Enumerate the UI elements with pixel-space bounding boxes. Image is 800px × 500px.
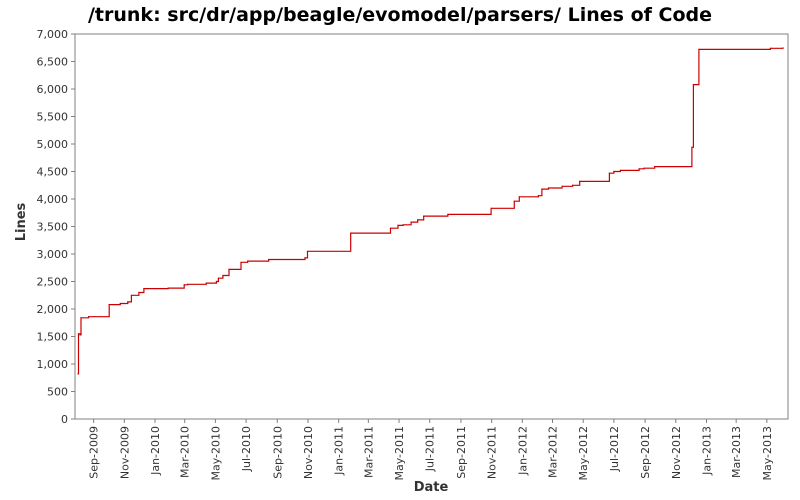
data-point [547,187,550,189]
data-point [490,207,492,209]
data-point [183,284,185,286]
data-point [247,260,249,262]
data-point [643,167,645,169]
data-point [127,301,129,303]
series-layer [77,47,784,375]
data-point [698,48,700,51]
data-point [654,166,656,168]
data-point [417,219,419,221]
data-point [130,294,132,296]
data-point [205,282,207,284]
data-point [423,215,425,217]
x-tick-label: Sep-2011 [455,426,468,479]
series-line [77,47,784,375]
plot-area [74,33,789,420]
data-point [167,287,169,289]
data-point [119,302,121,305]
data-point [240,261,242,263]
data-point [619,169,622,171]
x-tick-label: Jan-2010 [149,426,162,476]
y-tick-label: 4,500 [37,166,69,179]
x-tick-label: May-2010 [209,426,222,481]
y-tick-label: 3,500 [37,221,69,234]
y-tick-label: 7,000 [37,28,69,41]
y-tick-label: 5,000 [37,138,69,151]
y-axis: 0 500 1,000 1,500 2,000 2,500 3,000 3,500 4,000 4… [37,28,75,426]
data-point [80,317,82,319]
data-point [397,224,399,226]
x-tick-label: May-2011 [393,426,406,481]
data-point [541,188,543,190]
data-point [608,172,611,174]
x-tick-label: Nov-2009 [118,426,131,479]
x-tick-label: Nov-2012 [670,426,683,479]
data-point [306,250,309,252]
x-axis-title: Date [414,480,449,495]
data-point [518,196,520,198]
y-tick-label: 500 [47,386,68,399]
data-point [447,213,449,215]
data-point [579,180,581,182]
data-point [638,168,640,170]
data-point [513,200,515,202]
x-tick-label: Jul-2010 [240,426,253,472]
data-point [537,195,540,197]
data-point [108,304,110,306]
y-tick-label: 6,000 [37,83,69,96]
x-tick-label: Jul-2011 [424,426,437,472]
x-tick-label: Nov-2010 [302,426,315,479]
data-point [402,224,404,226]
data-point [138,291,140,294]
data-point [143,288,145,290]
data-point [228,268,230,270]
data-point [79,334,81,336]
x-tick-label: May-2013 [761,426,774,481]
x-tick-label: Sep-2009 [88,426,101,479]
x-tick-label: Mar-2011 [362,426,375,478]
x-tick-label: May-2012 [577,426,590,481]
y-tick-label: 0 [61,413,68,426]
x-tick-label: Sep-2010 [271,426,284,479]
x-tick-label: Jan-2013 [700,426,713,476]
y-tick-label: 1,500 [37,331,69,344]
y-tick-label: 2,000 [37,303,69,316]
data-point [187,283,189,285]
data-point [217,277,219,279]
x-axis: Sep-2009 Nov-2009 Jan-2010 Mar-2010 May-2010… [88,419,774,481]
chart-title: /trunk: src/dr/app/beagle/evomodel/parse… [87,4,712,26]
y-axis-title: Lines [14,202,29,241]
x-tick-label: Nov-2011 [486,426,499,479]
y-tick-label: 4,000 [37,193,69,206]
x-tick-label: Mar-2012 [547,426,560,478]
data-point [692,84,695,86]
data-point [613,170,615,173]
data-point [222,274,224,277]
y-tick-label: 2,500 [37,276,69,289]
x-tick-label: Jan-2012 [516,426,529,476]
y-tick-label: 1,000 [37,358,69,371]
data-point [77,333,80,335]
data-point [215,280,217,283]
data-point [410,221,412,223]
x-tick-label: Mar-2010 [179,426,192,478]
data-point [561,185,563,187]
y-tick-label: 6,500 [37,56,69,69]
data-point [350,232,352,234]
y-tick-label: 3,000 [37,248,69,261]
data-point [389,227,392,229]
data-point [88,316,90,318]
data-point [782,47,784,49]
x-tick-label: Jan-2011 [333,426,346,476]
x-tick-label: Mar-2013 [730,426,743,478]
data-point [77,373,79,375]
y-tick-label: 5,500 [37,111,69,124]
data-point [268,258,270,261]
x-tick-label: Sep-2012 [639,426,652,479]
data-point [769,47,772,49]
data-point [691,146,693,148]
x-tick-label: Jul-2012 [608,426,621,472]
data-point [572,184,574,186]
data-point [304,257,306,259]
